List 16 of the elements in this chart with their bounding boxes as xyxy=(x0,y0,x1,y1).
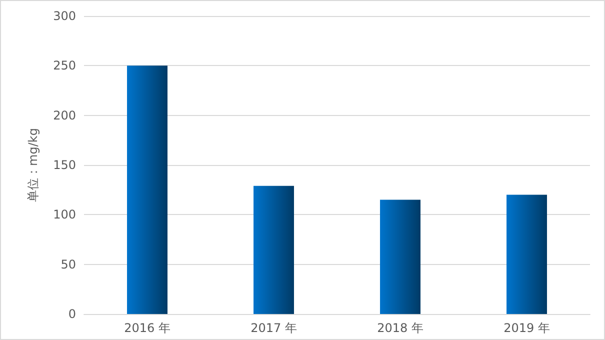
x-tick-label: 2017 年 xyxy=(250,321,297,335)
bar xyxy=(380,200,420,314)
bar xyxy=(254,186,294,314)
y-tick-label: 250 xyxy=(53,58,76,73)
y-tick-label: 150 xyxy=(53,158,76,172)
y-tick-label: 0 xyxy=(68,307,76,321)
x-tick-label: 2019 年 xyxy=(504,321,550,335)
bar xyxy=(506,194,547,314)
bar xyxy=(127,66,168,314)
x-tick-label: 2016 年 xyxy=(124,321,170,335)
y-tick-label: 100 xyxy=(53,208,76,222)
y-axis-title: 单位：mg/kg xyxy=(26,128,40,202)
y-tick-label: 300 xyxy=(53,9,76,23)
x-tick-label: 2018 年 xyxy=(377,321,424,335)
y-tick-label: 200 xyxy=(53,108,76,122)
y-tick-label: 50 xyxy=(60,257,76,272)
